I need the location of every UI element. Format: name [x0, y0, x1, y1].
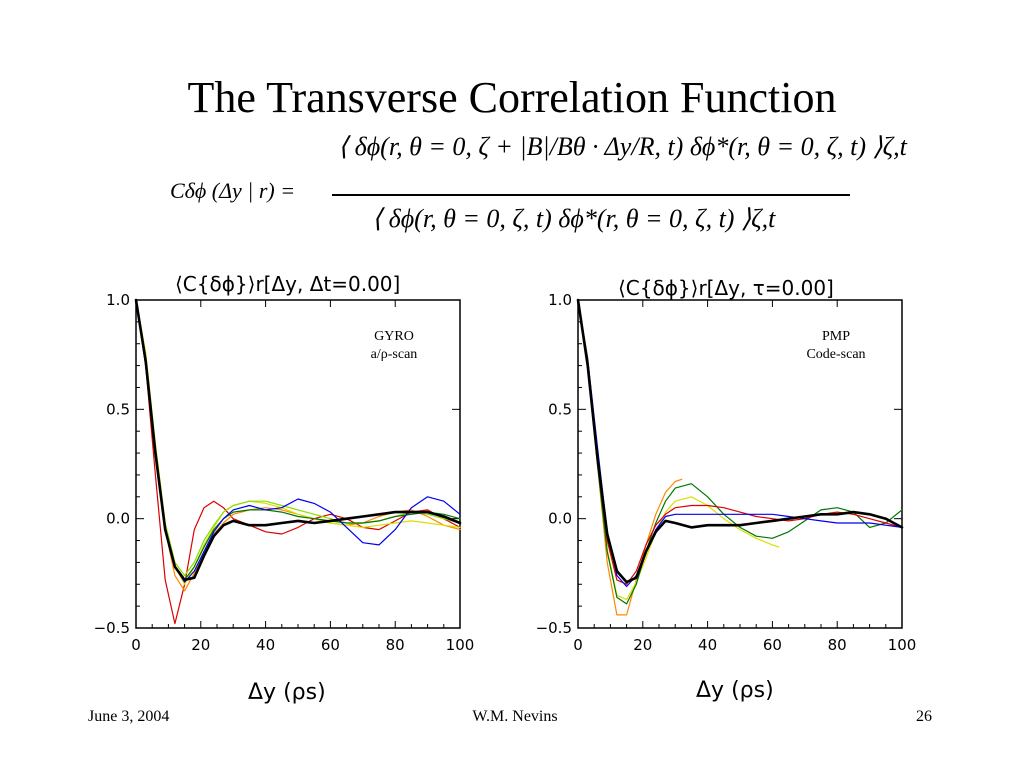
pmp-x-tick-label: 80: [828, 636, 847, 654]
gyro-x-tick-label: 100: [446, 636, 475, 654]
pmp-x-tick-label: 60: [763, 636, 782, 654]
gyro-x-tick-label: 80: [386, 636, 405, 654]
pmp-y-tick-label: 0.5: [548, 400, 572, 418]
footer-author: W.M. Nevins: [472, 708, 558, 725]
gyro-chart-title: ⟨C{δϕ}⟩r[Δy, Δt=0.00]: [175, 272, 401, 296]
gyro-x-tick-label: 0: [131, 636, 141, 654]
pmp-x-tick-label: 40: [698, 636, 717, 654]
gyro-series-0: [135, 299, 461, 625]
gyro-y-tick-label: 1.0: [106, 291, 130, 309]
pmp-series-5: [576, 298, 904, 584]
pmp-y-tick-label: −0.5: [536, 619, 572, 637]
pmp-x-tick-label: 100: [888, 636, 917, 654]
formula-denominator: ⟨ δϕ(r, θ = 0, ζ, t) δϕ*(r, θ = 0, ζ, t)…: [372, 204, 776, 233]
gyro-x-tick-label: 20: [191, 636, 210, 654]
pmp-series-4: [577, 299, 903, 588]
gyro-x-tick-label: 60: [321, 636, 340, 654]
formula-lhs: Cδϕ (Δy | r) =: [170, 178, 296, 203]
footer-date: June 3, 2004: [88, 708, 170, 725]
pmp-chart-title: ⟨C{δϕ}⟩r[Δy, τ=0.00]: [618, 276, 834, 300]
gyro-annotation-line: a/ρ-scan: [371, 347, 418, 362]
gyro-y-tick-label: 0.5: [106, 400, 130, 418]
gyro-annotation-line: GYRO: [374, 329, 414, 344]
pmp-chart: 0 20 40 60 80 100 1.0 0.5 0.0 −0.5 PMP Code-scan: [536, 291, 917, 654]
pmp-x-tick-label: 20: [633, 636, 652, 654]
gyro-y-tick-label: −0.5: [94, 619, 130, 637]
pmp-y-tick-label: 0.0: [548, 510, 572, 528]
gyro-x-tick-label: 40: [256, 636, 275, 654]
formula-fraction-bar: [332, 194, 850, 196]
gyro-y-tick-label: 0.0: [106, 510, 130, 528]
pmp-series-3: [577, 299, 903, 585]
pmp-annotation-line: Code-scan: [806, 347, 865, 362]
pmp-x-tick-label: 0: [573, 636, 583, 654]
pmp-series-2: [577, 299, 903, 605]
formula-numerator: ⟨ δϕ(r, θ = 0, ζ + |B|/Bθ · Δy/R, t) δϕ*…: [338, 132, 907, 161]
footer-page-number: 26: [916, 708, 932, 725]
gyro-series-6: [134, 298, 462, 582]
gyro-chart: 0 20 40 60 80 100 1.0 0.5 0.0 −0.5 GYRO a/ρ-scan: [94, 291, 475, 654]
gyro-x-axis-label: Δy (ρs): [248, 680, 326, 705]
pmp-series-0: [577, 299, 683, 616]
pmp-annotation-line: PMP: [822, 329, 850, 344]
slide-title: The Transverse Correlation Function: [187, 73, 837, 122]
pmp-x-axis-label: Δy (ρs): [696, 678, 774, 703]
pmp-y-tick-label: 1.0: [548, 291, 572, 309]
correlation-formula: Cδϕ (Δy | r) = ⟨ δϕ(r, θ = 0, ζ + |B|/Bθ…: [170, 120, 907, 260]
